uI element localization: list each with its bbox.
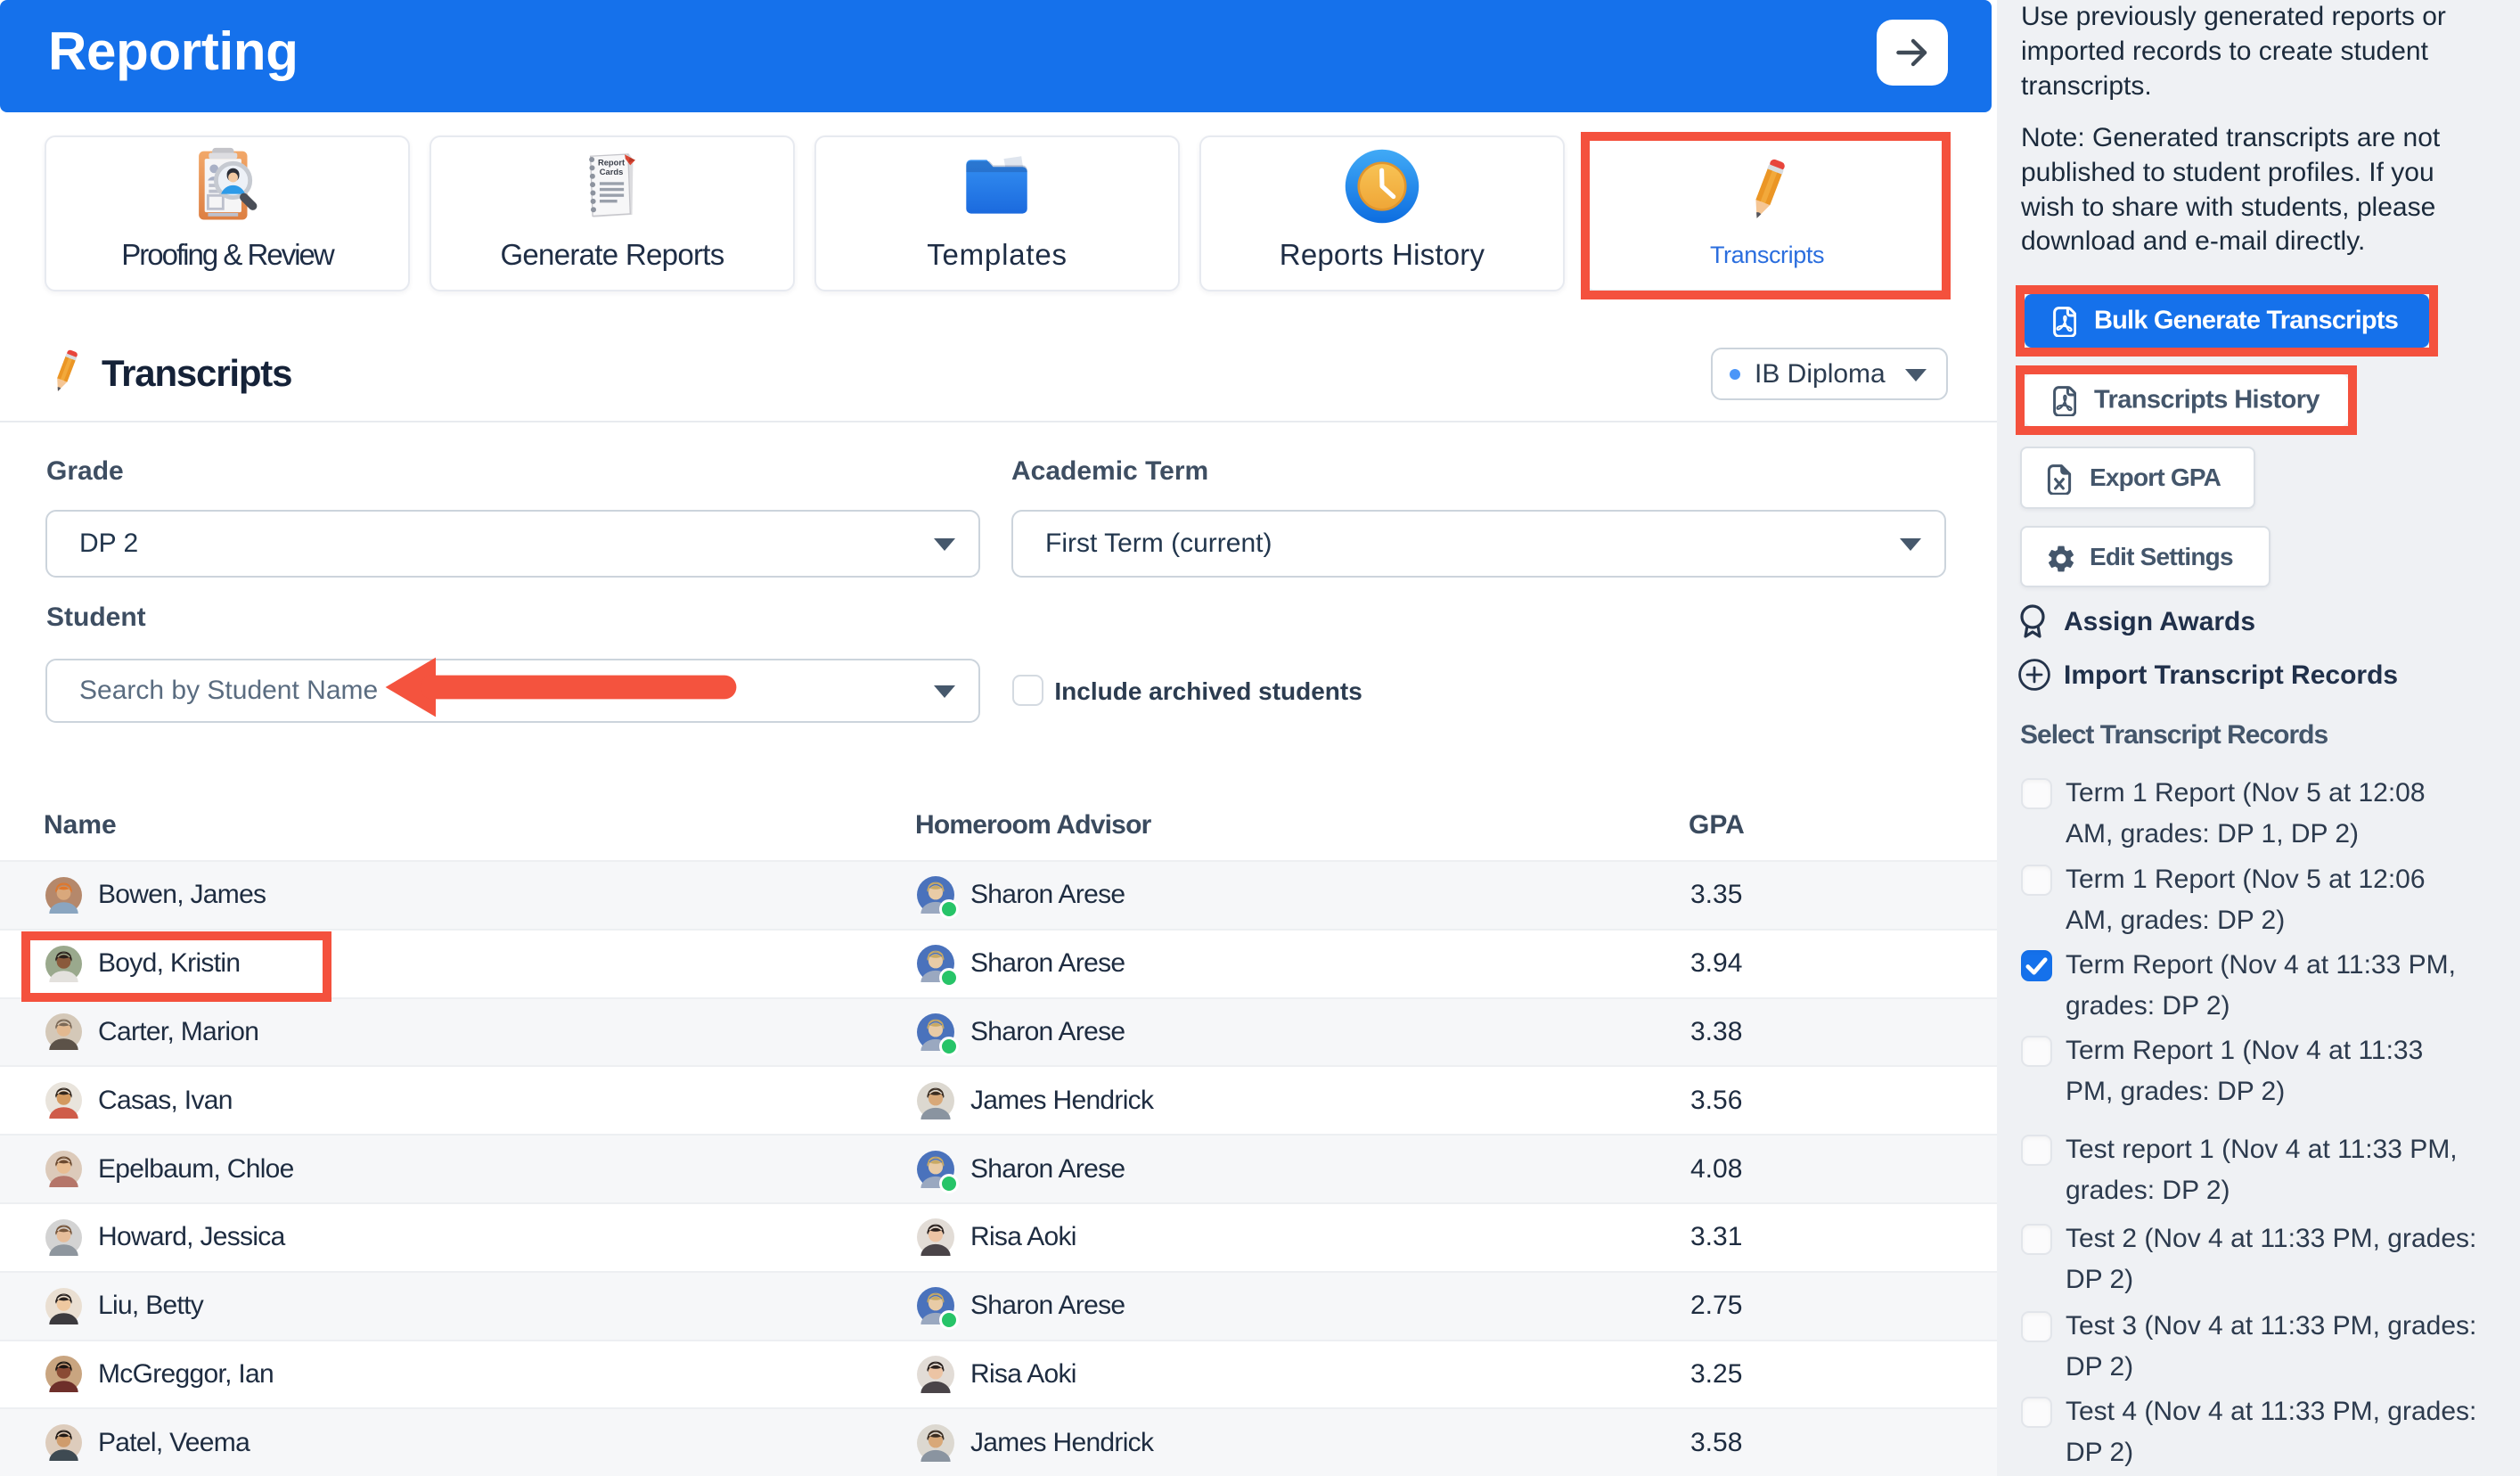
svg-text:Report: Report — [598, 159, 625, 168]
svg-text:Cards: Cards — [600, 168, 624, 176]
